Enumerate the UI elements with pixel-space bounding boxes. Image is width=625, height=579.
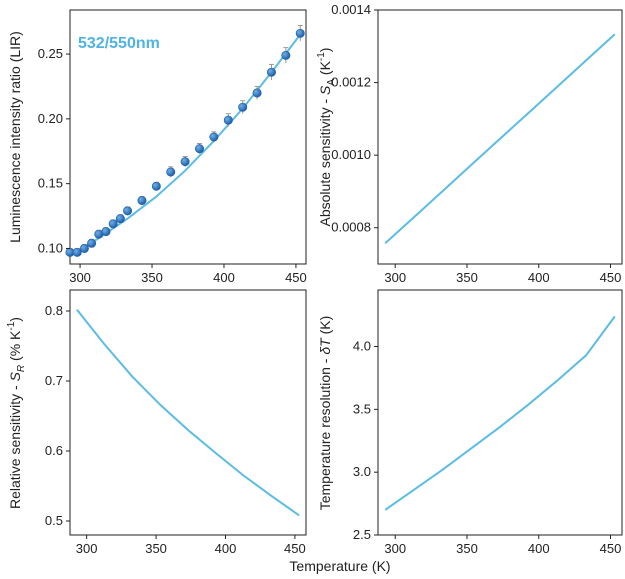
y-tick-label: 0.0010 — [331, 147, 371, 162]
y-tick-label: 2.5 — [353, 527, 371, 542]
panel-temperature-resolution: 300 350 400 450 2.5 3.0 3.5 4.0 Temperature re… — [317, 289, 623, 556]
dt-marks — [384, 315, 616, 511]
panel-relative-sensitivity: 300 350 400 450 0.5 0.6 0.7 0.8 Relative sensi… — [6, 289, 307, 556]
sa-ylabel-superscript: -1 — [316, 52, 327, 61]
lir-data-point — [137, 196, 147, 206]
y-tick-label: 0.8 — [45, 303, 63, 318]
lir-data-point — [295, 28, 305, 38]
lir-plot-frame — [69, 9, 307, 265]
sr-series-line — [76, 308, 300, 517]
lir-ylabel-part: Luminescence intensity ratio (LIR) — [7, 31, 23, 243]
lir-data-point — [281, 50, 291, 60]
lir-data-point — [87, 238, 97, 248]
x-tick-label: 350 — [456, 541, 478, 556]
lir-data-point — [180, 157, 190, 167]
sa-ylabel-close: ) — [317, 48, 333, 53]
panel-absolute-sensitivity: 300 350 400 450 0.0008 0.0010 0.0012 0.0014 Ab… — [316, 2, 623, 285]
y-tick-label: 0.5 — [45, 513, 63, 528]
sa-y-axis-title: Absolute sensitivity - SA (K-1) — [316, 48, 337, 227]
sa-ylabel-unit: (K — [317, 60, 333, 79]
lir-data-point — [72, 247, 82, 257]
y-tick-label: 0.10 — [38, 240, 63, 255]
dt-x-ticks: 300 350 400 450 — [384, 535, 621, 556]
y-tick-label: 0.25 — [38, 46, 63, 61]
sr-x-ticks: 300 350 400 450 — [76, 535, 306, 556]
y-tick-label: 0.15 — [38, 176, 63, 191]
lir-data-point — [238, 102, 248, 112]
x-tick-label: 400 — [528, 541, 550, 556]
lir-inset-label: 532/550nm — [78, 35, 160, 52]
sa-ylabel-text: Absolute sensitivity - — [317, 95, 333, 227]
x-tick-label: 300 — [76, 541, 98, 556]
shared-x-axis-title: Temperature (K) — [289, 558, 390, 574]
dt-y-axis-title: Temperature resolution - δT (K) — [317, 316, 333, 511]
x-tick-label: 350 — [141, 270, 163, 285]
dt-series-line — [384, 315, 616, 511]
lir-data-point — [151, 181, 161, 191]
y-tick-label: 4.0 — [353, 339, 371, 354]
lir-data-point — [266, 67, 276, 77]
y-tick-label: 0.0008 — [331, 220, 371, 235]
lir-data-point — [123, 206, 133, 216]
sr-ylabel-close: ) — [7, 317, 23, 322]
lir-marks — [65, 25, 305, 258]
sr-ylabel-symbol: S — [7, 371, 23, 381]
lir-data-point — [209, 132, 219, 142]
y-tick-label: 0.0014 — [331, 2, 371, 17]
panel-lir: 300 350 400 450 0.100.150.200.25 532/550nm … — [7, 9, 307, 285]
x-tick-label: 350 — [145, 541, 167, 556]
lir-y-ticks: 0.10 0.15 0.20 0.25 — [38, 46, 70, 255]
x-tick-label: 300 — [384, 270, 406, 285]
lir-data-point — [115, 214, 125, 224]
lir-data-point — [252, 88, 262, 98]
lir-x-ticks: 300 350 400 450 — [69, 264, 307, 285]
sr-ylabel-unit: (% K — [7, 330, 23, 365]
lir-y-axis-title: Luminescence intensity ratio (LIR) — [7, 31, 23, 243]
lir-data-point — [223, 115, 233, 125]
sr-y-ticks: 0.5 0.6 0.7 0.8 — [45, 303, 70, 528]
x-tick-label: 450 — [600, 541, 622, 556]
sa-y-ticks: 0.0008 0.0010 0.0012 0.0014 — [331, 2, 378, 235]
sr-plot-frame — [69, 289, 307, 536]
lir-data-point — [166, 167, 176, 177]
y-tick-label: 0.6 — [45, 443, 63, 458]
y-tick-label: 0.0012 — [331, 75, 371, 90]
sa-ylabel-subscript: A — [326, 79, 337, 86]
sa-plot-frame — [377, 9, 623, 265]
sr-ylabel-subscript: R — [16, 365, 27, 372]
sr-marks — [76, 308, 300, 517]
x-tick-label: 450 — [600, 270, 622, 285]
x-tick-label: 450 — [284, 541, 306, 556]
lir-data-point — [79, 243, 89, 253]
x-tick-label: 350 — [456, 270, 478, 285]
lir-data-point — [101, 227, 111, 237]
lir-fit-line — [69, 33, 301, 258]
y-tick-label: 0.20 — [38, 111, 63, 126]
sa-x-ticks: 300 350 400 450 — [384, 264, 621, 285]
lir-data-point — [195, 144, 205, 154]
y-tick-label: 3.5 — [353, 401, 371, 416]
sr-ylabel-superscript: -1 — [6, 321, 17, 330]
sr-ylabel-text: Relative sensitivity - — [7, 381, 23, 509]
x-tick-label: 300 — [69, 270, 91, 285]
sr-y-axis-title: Relative sensitivity - SR (% K-1) — [6, 317, 27, 509]
dt-ylabel-text: Temperature resolution - — [317, 355, 333, 511]
sa-series-line — [384, 33, 616, 245]
sa-marks — [384, 33, 616, 245]
x-tick-label: 300 — [384, 541, 406, 556]
dt-y-ticks: 2.5 3.0 3.5 4.0 — [353, 339, 378, 542]
x-tick-label: 400 — [215, 541, 237, 556]
x-tick-label: 450 — [285, 270, 307, 285]
dt-ylabel-unit: (K) — [317, 316, 333, 339]
x-tick-label: 400 — [528, 270, 550, 285]
dt-ylabel-symbol: δT — [317, 337, 333, 355]
y-tick-label: 3.0 — [353, 464, 371, 479]
x-tick-label: 400 — [213, 270, 235, 285]
y-tick-label: 0.7 — [45, 373, 63, 388]
dt-plot-frame — [377, 289, 623, 536]
sa-ylabel-symbol: S — [317, 85, 333, 95]
lir-data-point — [108, 219, 118, 229]
